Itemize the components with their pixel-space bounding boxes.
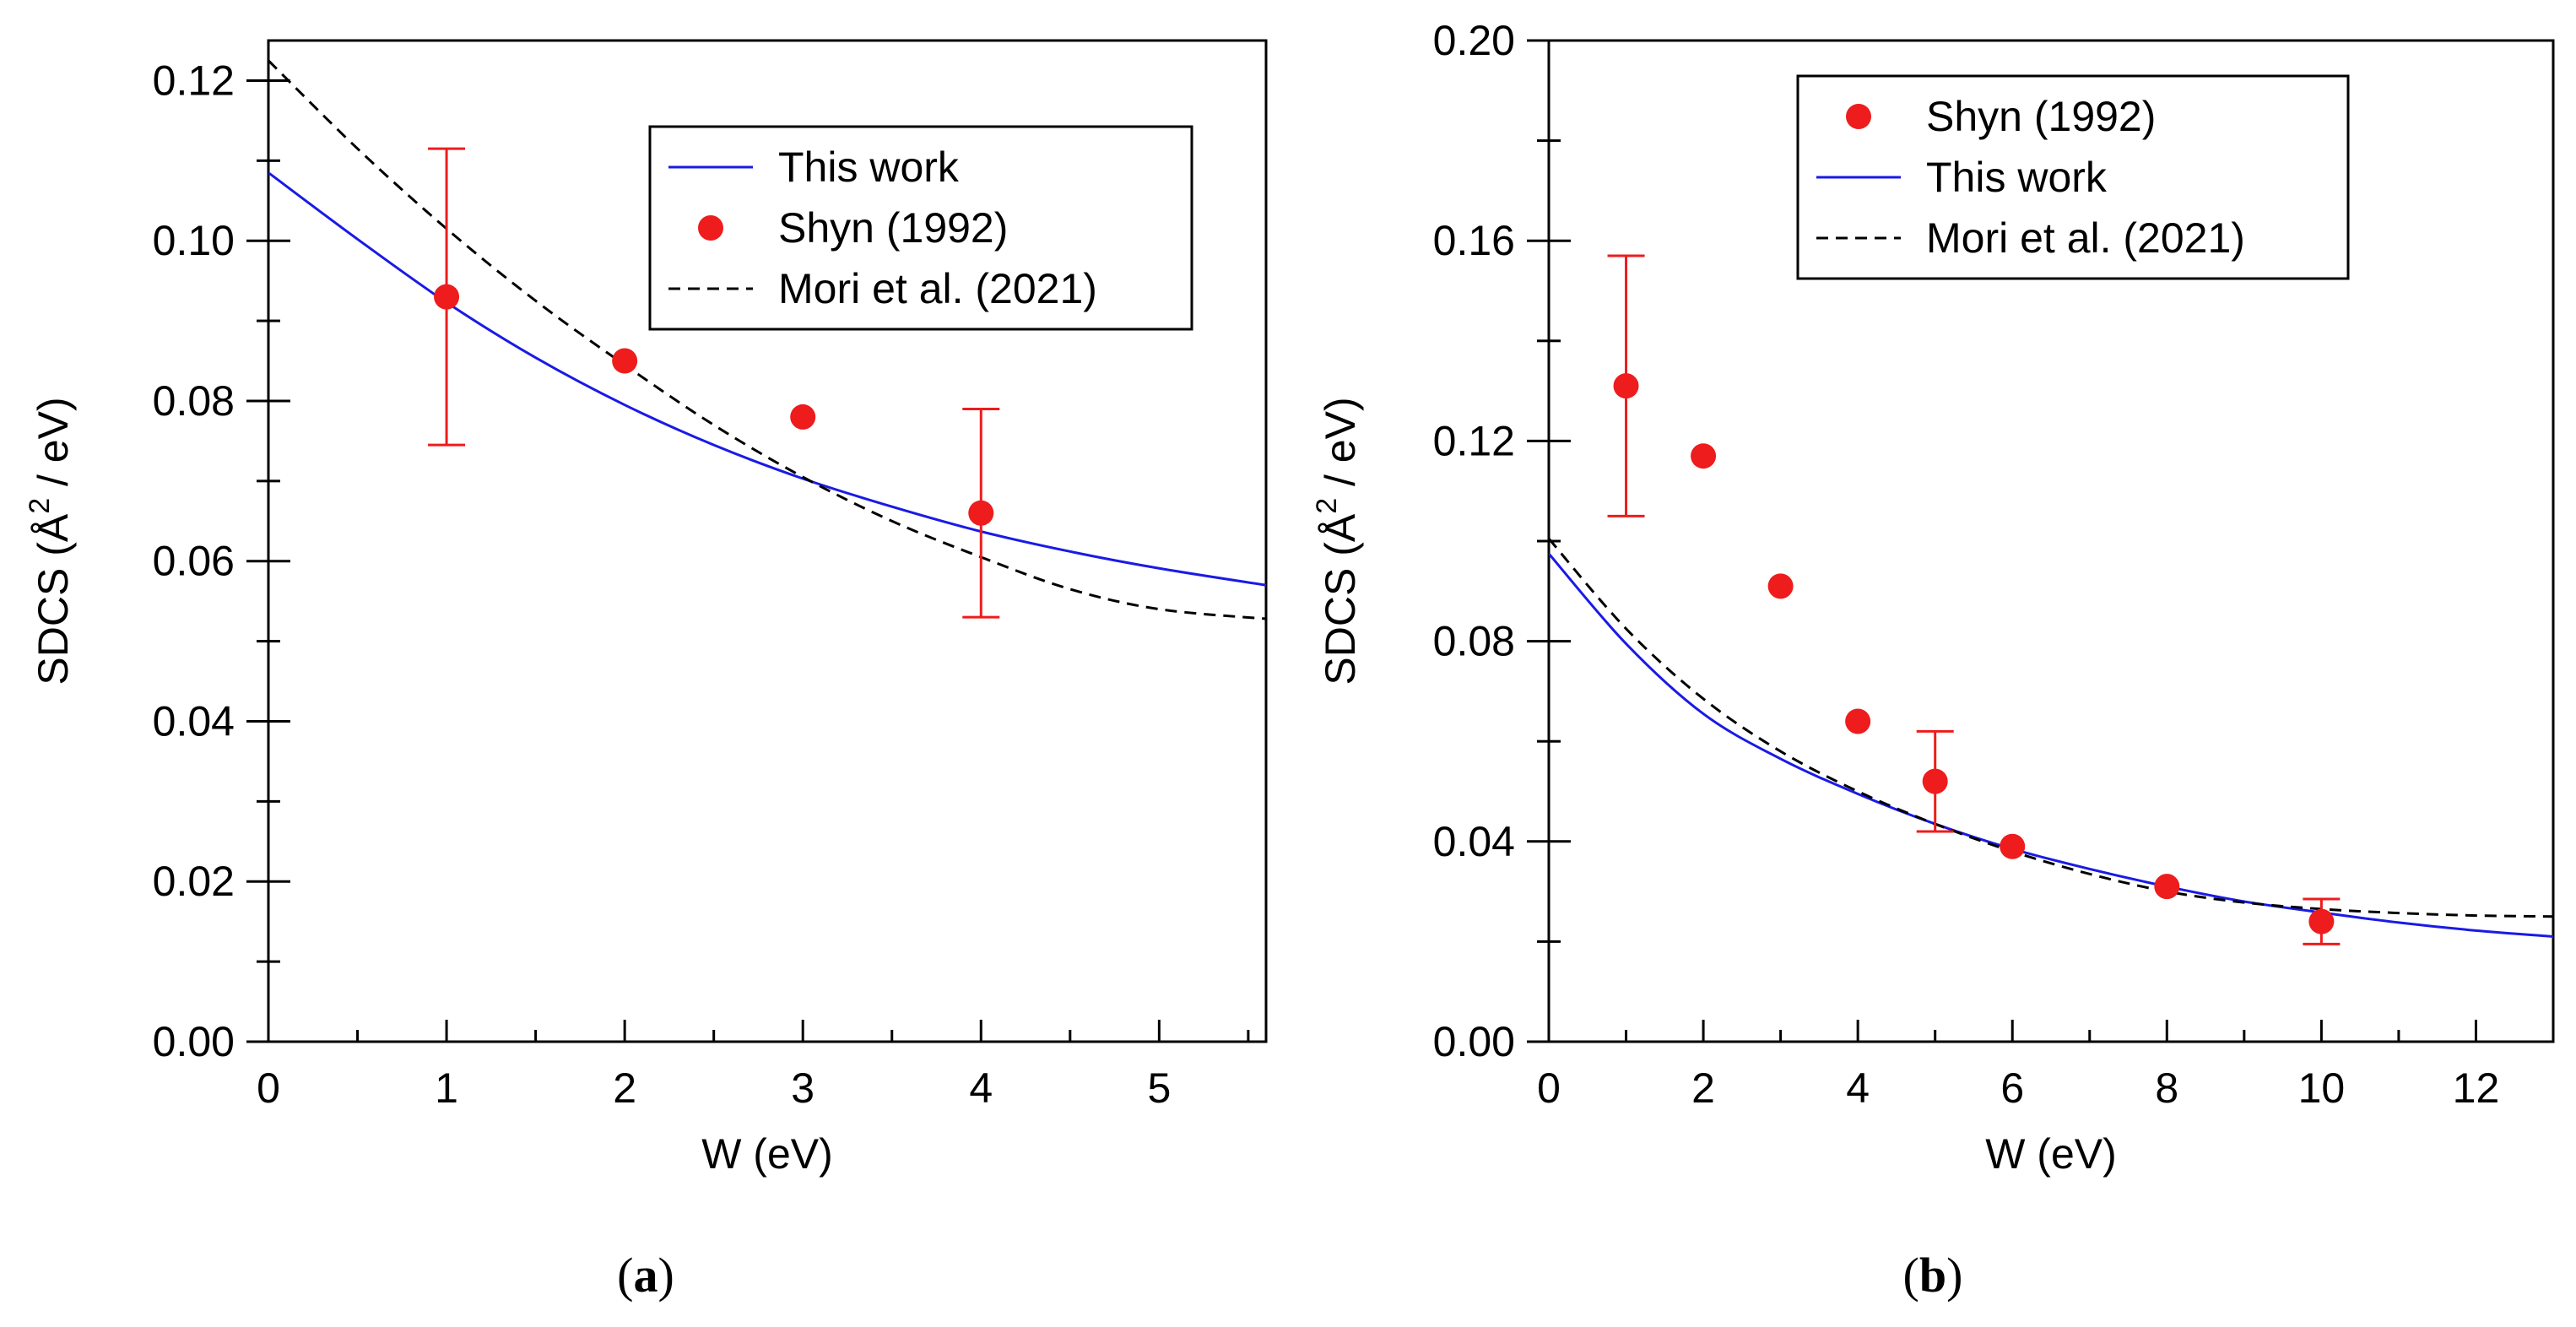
panel-a-x-tick-label: 1	[435, 1064, 458, 1112]
panel-a-plot-area	[268, 59, 1266, 620]
panel-a-legend-box	[648, 125, 1193, 331]
panel-a-y-tick-label: 0.08	[153, 377, 235, 425]
panel-a-y-axis-title-main: SDCS (Å	[30, 513, 77, 685]
panel-a-label: (a)	[617, 1248, 674, 1303]
panel-b-y-axis-title-main: SDCS (Å	[1317, 513, 1364, 685]
panel-a-series-shyn-1992-point	[612, 348, 638, 374]
panel-b-x-tick-label: 8	[2155, 1064, 2178, 1112]
panel-b-x-tick-label: 10	[2298, 1064, 2346, 1112]
panel-b-x-tick-label: 2	[1691, 1064, 1715, 1112]
panel-b-label: (b)	[1903, 1248, 1963, 1303]
panel-a-series-shyn-1992-point	[790, 404, 816, 430]
panel-a-x-tick-label: 5	[1147, 1064, 1171, 1112]
panel-b-y-axis-title-sup: 2	[1311, 498, 1343, 514]
panel-a-x-axis-title: W (eV)	[701, 1130, 833, 1178]
panel-b-series-shyn-1992-point	[2154, 874, 2180, 900]
panel-b-series-shyn-1992-point	[1613, 373, 1639, 399]
panel-a-series-mori-et-al-2021-line	[268, 59, 1266, 620]
panel-a-series-shyn-1992-point	[968, 500, 994, 526]
panel-a-y-tick-label: 0.10	[153, 217, 235, 264]
panel-b-series-shyn-1992-point	[1922, 768, 1948, 794]
panel-b-series-shyn-1992-point	[1845, 708, 1871, 734]
panel-a-y-tick-label: 0.06	[153, 538, 235, 585]
panel-a-x-tick-label: 3	[791, 1064, 814, 1112]
panel-a-x-tick-label: 0	[257, 1064, 280, 1112]
panel-b-y-tick-label: 0.16	[1433, 217, 1515, 264]
panel-b-series-this-work-line	[1549, 552, 2553, 938]
panel-a-x-tick-label: 4	[969, 1064, 993, 1112]
panel-a-x-tick-label: 2	[613, 1064, 636, 1112]
panel-a-legend-label: Shyn (1992)	[778, 204, 1008, 252]
panel-a-y-axis-title-sup: 2	[24, 498, 56, 514]
panel-a-legend-key-marker	[698, 215, 723, 241]
panel-b-legend-label: Mori et al. (2021)	[1926, 214, 2245, 262]
panel-a-chart: 0 1 2 3 4 5 0.00 0.02 0.04 0.06 0.08 0.10 0.12 W (eV)…	[24, 39, 1268, 1178]
panel-a-y-tick-label: 0.02	[153, 858, 235, 905]
panel-b-series-mori-et-al-2021-line	[1549, 538, 2553, 918]
panel-b-series-shyn-1992-point	[1767, 573, 1794, 599]
panel-b-legend-key-marker	[1846, 104, 1871, 129]
panel-a-y-tick-label: 0.12	[153, 57, 235, 104]
panel-b-plot-area	[1549, 538, 2553, 938]
panel-b-y-tick-label: 0.04	[1433, 818, 1515, 865]
panel-b-y-axis-title-end: / eV)	[1317, 397, 1364, 497]
panel-b-series-shyn-1992-point	[2000, 833, 2026, 859]
panel-a-y-tick-label: 0.04	[153, 697, 235, 745]
panel-b-y-tick-label: 0.12	[1433, 417, 1515, 464]
panel-a-letter: a	[634, 1248, 658, 1303]
panel-b-x-tick-label: 0	[1537, 1064, 1561, 1112]
panel-b-y-axis-title: SDCS (Å2 / eV)	[1311, 397, 1364, 685]
panel-b-chart: 0 2 4 6 8 10 12 0.00 0.04 0.08 0.12 0.16 0.20 W (eV) S…	[1311, 17, 2555, 1178]
panel-a-series-shyn-1992-point	[434, 284, 460, 310]
panel-a-legend-label: Mori et al. (2021)	[778, 265, 1097, 312]
panel-b-x-tick-label: 6	[2000, 1064, 2024, 1112]
panel-b-y-tick-label: 0.00	[1433, 1018, 1515, 1065]
panel-a-plot-frame	[267, 39, 1268, 1043]
panel-a-series-this-work-line	[268, 171, 1266, 587]
panel-b-letter: b	[1919, 1248, 1946, 1303]
panel-a-y-tick-label: 0.00	[153, 1018, 235, 1065]
panel-b-x-tick-label: 12	[2453, 1064, 2500, 1112]
panel-b-y-tick-label: 0.20	[1433, 17, 1515, 64]
panel-b-x-axis-title: W (eV)	[1985, 1130, 2117, 1178]
panel-a-legend-label: This work	[778, 144, 960, 191]
panel-b-series-shyn-1992-point	[1691, 443, 1717, 469]
panel-b-legend-label: This work	[1926, 154, 2108, 201]
panel-b-series-shyn-1992-point	[2308, 908, 2335, 934]
panel-b-legend-label: Shyn (1992)	[1926, 93, 2156, 140]
panel-a-y-axis-title: SDCS (Å2 / eV)	[24, 397, 77, 685]
panel-b-y-tick-label: 0.08	[1433, 618, 1515, 665]
panel-b-x-tick-label: 4	[1846, 1064, 1870, 1112]
panel-a-y-axis-title-end: / eV)	[30, 397, 77, 497]
